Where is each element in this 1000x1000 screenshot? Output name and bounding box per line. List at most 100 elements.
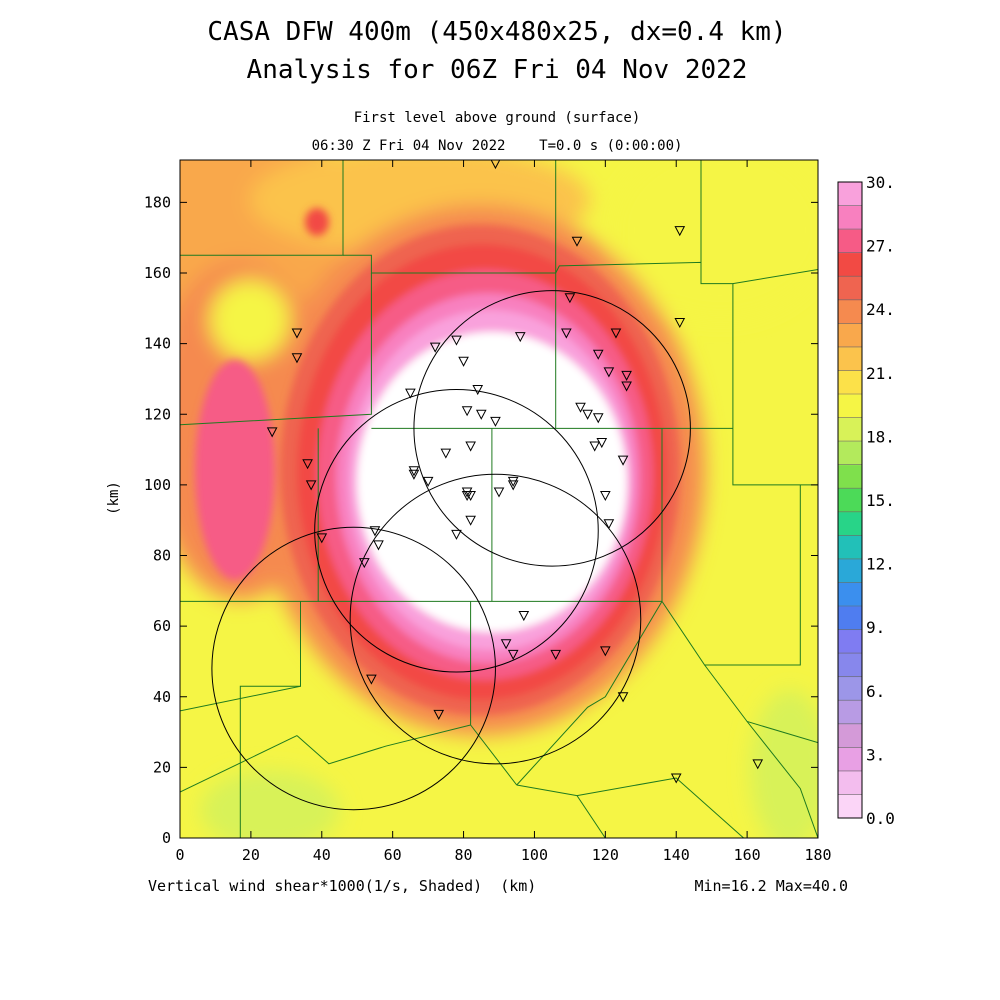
station-marker-41 <box>451 529 462 540</box>
x-tick-label-4: 80 <box>455 846 473 864</box>
y-tick-label-9: 180 <box>144 193 171 211</box>
y-tick-label-8: 160 <box>144 264 171 282</box>
station-marker-36 <box>507 480 519 491</box>
station-marker-22 <box>621 370 632 381</box>
colorbar-swatch-25 <box>838 205 862 230</box>
x-tick-label-0: 0 <box>175 846 184 864</box>
colorbar-swatch-4 <box>838 700 862 725</box>
station-marker-57 <box>670 773 682 784</box>
station-marker-40 <box>465 515 476 526</box>
colorbar-label-6: 18. <box>866 427 895 446</box>
y-axis-label: (km) <box>106 481 122 515</box>
x-tick-label-1: 20 <box>242 846 260 864</box>
time-line: 06:30 Z Fri 04 Nov 2022 T=0.0 s (0:00:00… <box>312 138 683 154</box>
station-marker-51 <box>617 692 629 703</box>
county-boundary-19 <box>470 601 518 786</box>
station-marker-58 <box>752 759 764 770</box>
colorbar-swatch-10 <box>838 558 862 583</box>
station-marker-17 <box>582 409 593 420</box>
county-boundary-18 <box>296 724 471 765</box>
colorbar-label-9: 27. <box>866 237 895 256</box>
station-marker-59 <box>490 160 501 170</box>
station-marker-5 <box>405 388 416 399</box>
colorbar-label-7: 21. <box>866 364 895 383</box>
x-tick-label-6: 120 <box>592 846 619 864</box>
colorbar-swatch-2 <box>838 747 862 772</box>
y-tick-label-2: 40 <box>153 688 171 706</box>
station-marker-35 <box>493 487 505 498</box>
station-marker-12 <box>490 416 501 427</box>
station-marker-38 <box>600 490 611 502</box>
x-tick-label-5: 100 <box>521 846 548 864</box>
y-tick-label-1: 20 <box>153 758 171 776</box>
station-marker-20 <box>592 349 604 360</box>
station-marker-27 <box>465 441 476 452</box>
field-blob-ne-yellow <box>610 160 818 320</box>
colorbar-swatch-26 <box>838 182 862 207</box>
county-boundary-22 <box>576 795 606 838</box>
station-marker-56 <box>674 317 686 329</box>
station-marker-53 <box>433 709 445 720</box>
field-blob-nw-yellow <box>210 280 290 360</box>
footer-variable-label: Vertical wind shear*1000(1/s, Shaded) (k… <box>148 877 536 895</box>
station-marker-16 <box>575 402 586 413</box>
colorbar-label-10: 30. <box>866 173 895 192</box>
colorbar-swatch-6 <box>838 653 862 678</box>
field-blob-sw-green <box>200 770 340 838</box>
station-marker-11 <box>475 409 487 420</box>
footer-minmax: Min=16.2 Max=40.0 <box>694 877 848 895</box>
county-boundary-2 <box>180 273 372 426</box>
y-tick-label-4: 80 <box>153 547 171 565</box>
station-marker-9 <box>472 385 484 396</box>
colorbar-label-2: 6. <box>866 682 885 701</box>
radar-range-ring-1 <box>314 389 599 673</box>
county-boundary-15 <box>239 601 301 838</box>
plot-frame <box>179 159 819 839</box>
y-tick-label-7: 140 <box>144 335 171 353</box>
station-marker-24 <box>589 441 601 452</box>
station-marker-47 <box>500 639 512 650</box>
y-tick-label-0: 0 <box>162 829 171 847</box>
county-boundaries <box>180 160 818 838</box>
field-west-streak <box>195 360 275 580</box>
radar-rings <box>211 290 691 811</box>
y-tick-label-3: 60 <box>153 617 171 635</box>
colorbar-swatch-23 <box>838 252 862 277</box>
station-marker-49 <box>550 649 562 660</box>
station-marker-43 <box>373 540 384 551</box>
station-marker-31 <box>422 476 434 487</box>
station-marker-37 <box>507 476 519 487</box>
colorbar-swatch-3 <box>838 723 862 748</box>
title-line-2: Analysis for 06Z Fri 04 Nov 2022 <box>247 55 748 85</box>
y-tick-label-6: 120 <box>144 405 171 423</box>
x-tick-label-8: 160 <box>734 846 761 864</box>
station-marker-1 <box>291 353 303 364</box>
county-boundary-16 <box>180 685 301 712</box>
colorbar-swatch-17 <box>838 394 862 419</box>
county-boundary-25 <box>746 721 818 838</box>
colorbar-label-8: 24. <box>866 300 895 319</box>
colorbar-swatch-8 <box>838 606 862 631</box>
y-tick-label-5: 100 <box>144 476 171 494</box>
county-boundary-6 <box>732 269 818 285</box>
station-marker-46 <box>518 611 530 622</box>
colorbar-swatch-22 <box>838 276 862 301</box>
field-hotspot <box>305 208 329 236</box>
county-boundary-5 <box>700 160 734 429</box>
station-marker-52 <box>366 674 377 685</box>
title-line-1: CASA DFW 400m (450x480x25, dx=0.4 km) <box>207 17 786 47</box>
colorbar-label-0: 0.0 <box>866 809 895 828</box>
colorbar-label-3: 9. <box>866 618 885 637</box>
colorbar-swatch-24 <box>838 229 862 254</box>
x-axis: 0 20 40 60 80 100 120 140 160 180 <box>175 160 832 864</box>
station-marker-55 <box>571 236 583 247</box>
county-boundary-21 <box>516 784 578 797</box>
y-axis: 0 20 40 60 80 100 120 140 160 180 <box>144 193 818 847</box>
county-boundary-17 <box>180 735 298 793</box>
station-marker-14 <box>564 293 576 304</box>
station-marker-13 <box>514 332 526 343</box>
station-marker-29 <box>408 466 420 477</box>
county-boundary-1 <box>343 254 556 274</box>
station-marker-33 <box>465 490 476 502</box>
